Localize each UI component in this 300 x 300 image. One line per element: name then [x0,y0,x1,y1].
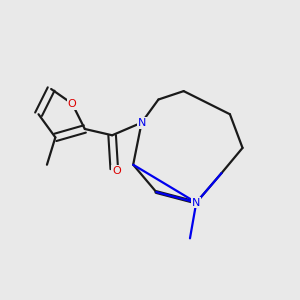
Text: O: O [112,166,121,176]
Text: N: N [192,198,200,208]
Text: N: N [137,118,146,128]
Text: O: O [68,99,76,109]
